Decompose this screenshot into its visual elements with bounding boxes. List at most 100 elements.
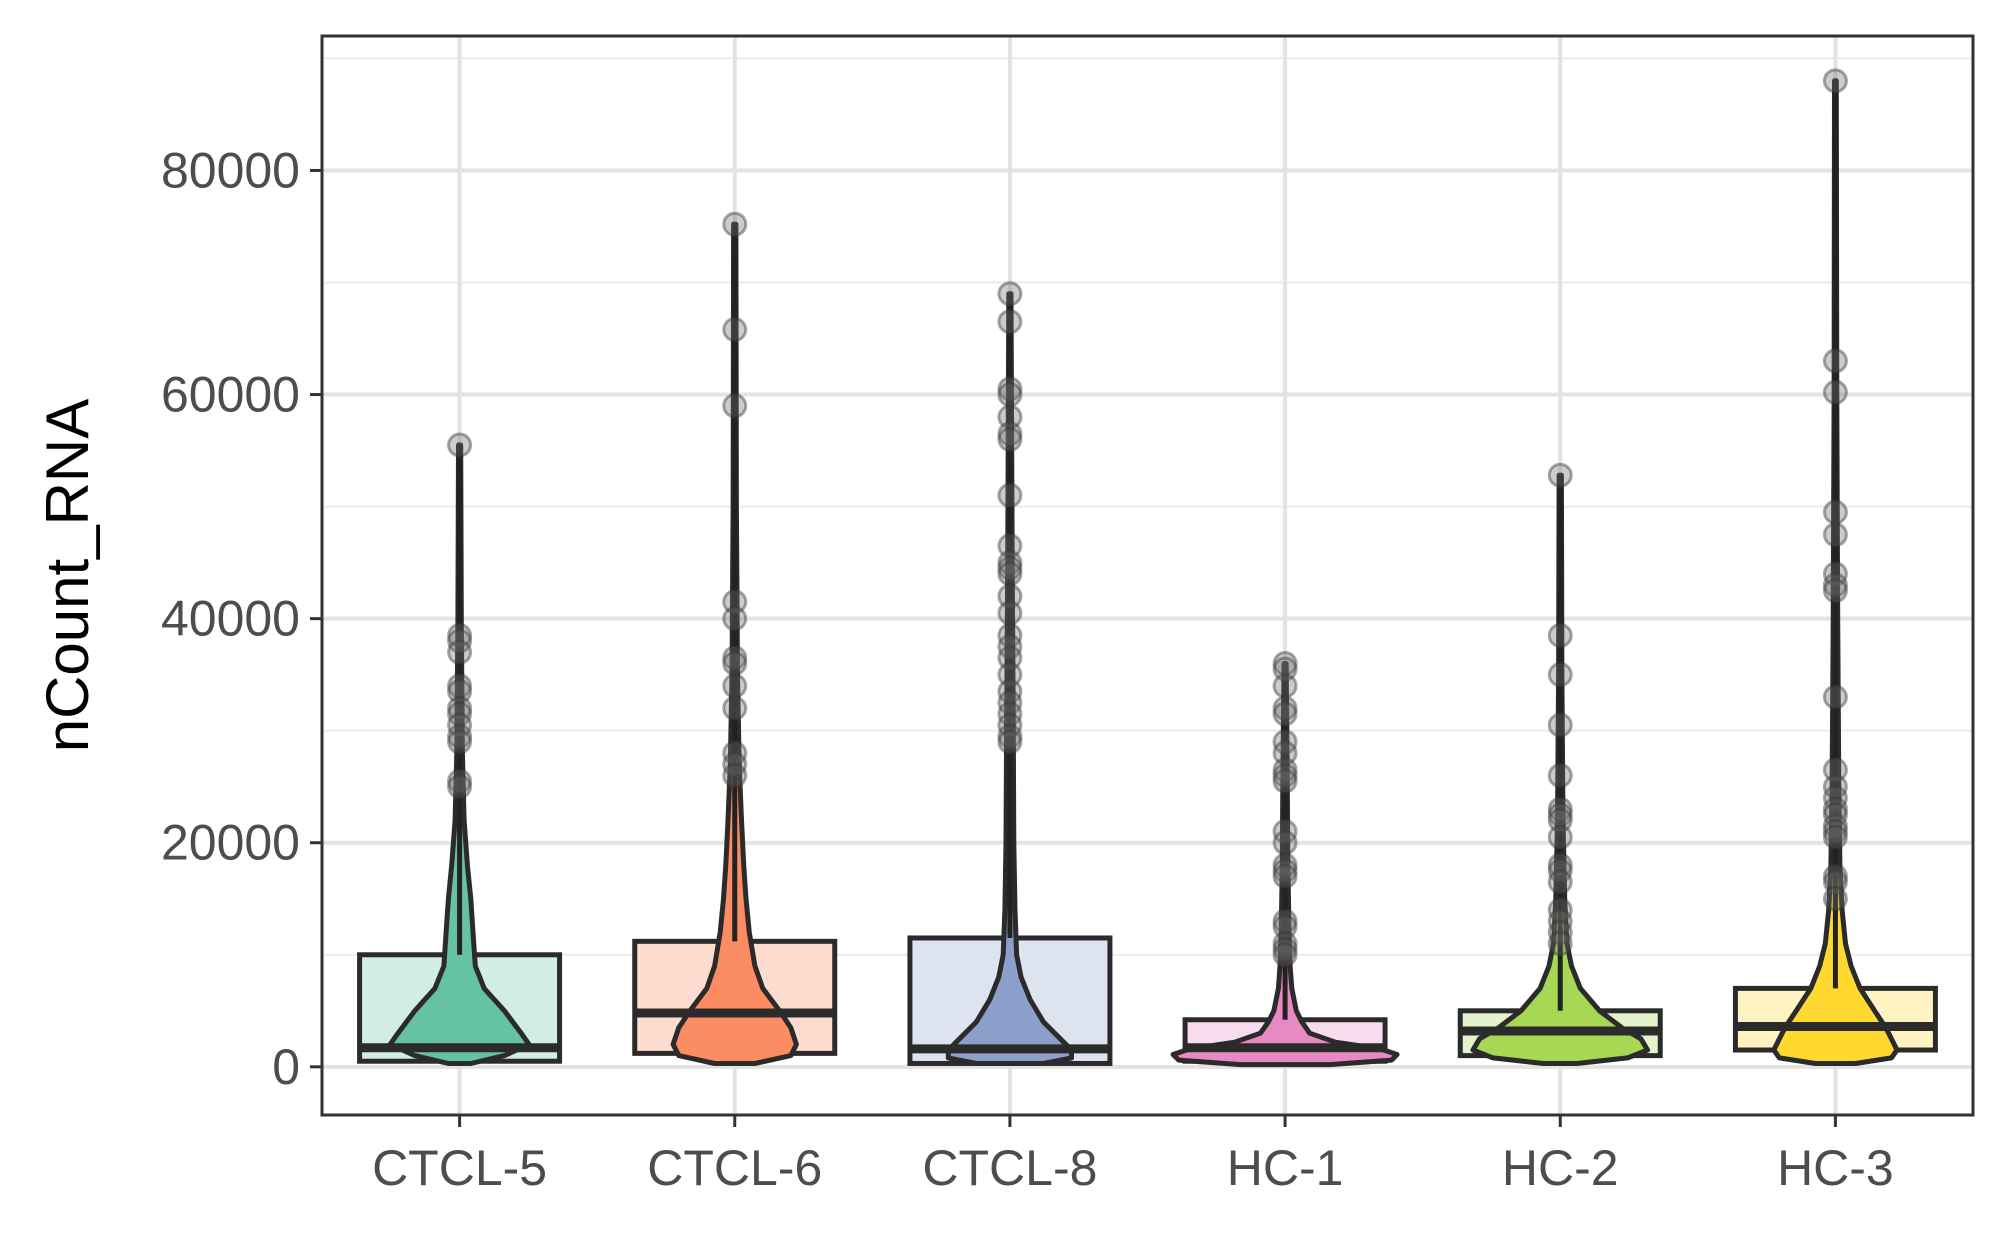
outlier-point: [447, 774, 473, 800]
outlier-point: [1822, 819, 1848, 845]
outlier-point: [1822, 757, 1848, 783]
outlier-point: [1547, 712, 1573, 738]
outlier-point: [997, 634, 1023, 660]
violin-group-ctcl-8: [907, 281, 1113, 1066]
outlier-point: [1272, 936, 1298, 962]
outlier-point: [722, 589, 748, 615]
outlier-point: [1272, 852, 1298, 878]
outlier-point: [1272, 908, 1298, 934]
outlier-point: [1272, 914, 1298, 940]
outlier-point: [447, 729, 473, 755]
outlier-point: [447, 678, 473, 704]
outlier-point: [1272, 701, 1298, 727]
outlier-point: [1822, 348, 1848, 374]
outlier-point: [1547, 858, 1573, 884]
outlier-point: [447, 712, 473, 738]
axes: 0 20000 40000 60000 80000 CTCL-5 CTCL-6 CTCL-8 H…: [161, 34, 1975, 1196]
outlier-point: [1272, 650, 1298, 676]
outlier-point: [997, 555, 1023, 581]
outlier-point: [997, 662, 1023, 688]
outlier-point: [1822, 802, 1848, 828]
outlier-point: [722, 740, 748, 766]
y-tick-label: 20000: [161, 815, 300, 871]
outlier-point: [997, 421, 1023, 447]
grid: [322, 36, 1973, 1115]
outlier-point: [997, 583, 1023, 609]
outlier-point: [997, 723, 1023, 749]
outlier-point: [1822, 578, 1848, 604]
outlier-point: [722, 763, 748, 789]
outlier-point: [722, 393, 748, 419]
outlier-point: [1822, 785, 1848, 811]
outlier-point: [997, 309, 1023, 335]
outlier-point: [997, 712, 1023, 738]
outlier-point: [1272, 819, 1298, 845]
outlier-point: [1822, 796, 1848, 822]
outlier-point: [997, 622, 1023, 648]
outlier-point: [447, 432, 473, 458]
x-tick-label: HC-1: [1227, 1140, 1344, 1196]
outlier-point: [997, 533, 1023, 559]
outlier-point: [722, 211, 748, 237]
x-tick-label: HC-2: [1502, 1140, 1619, 1196]
outlier-point: [1547, 824, 1573, 850]
outlier-point: [997, 482, 1023, 508]
outlier-point: [1547, 622, 1573, 648]
y-tick-label: 0: [272, 1039, 300, 1095]
outlier-point: [1547, 869, 1573, 895]
outlier-point: [722, 645, 748, 671]
outlier-point: [447, 723, 473, 749]
outlier-point: [447, 701, 473, 727]
outlier-point: [447, 695, 473, 721]
outlier-point: [1272, 729, 1298, 755]
outlier-point: [997, 550, 1023, 576]
outlier-point: [1547, 763, 1573, 789]
outlier-point: [722, 606, 748, 632]
outlier-point: [997, 729, 1023, 755]
outlier-point: [1822, 813, 1848, 839]
outlier-point: [1272, 763, 1298, 789]
outlier-point: [1272, 695, 1298, 721]
outlier-point: [997, 561, 1023, 587]
violin-group-hc-1: [1170, 650, 1400, 1068]
outlier-point: [1272, 830, 1298, 856]
outlier-point: [1272, 863, 1298, 889]
outlier-point: [997, 678, 1023, 704]
outlier-point: [997, 281, 1023, 307]
outlier-point: [447, 639, 473, 665]
outlier-point: [1547, 802, 1573, 828]
y-axis-title: nCount_RNA: [34, 399, 101, 753]
x-tick-label: HC-3: [1777, 1140, 1894, 1196]
x-tick-label: CTCL-6: [647, 1140, 822, 1196]
outlier-point: [1272, 656, 1298, 682]
outlier-point: [1272, 768, 1298, 794]
outlier-point: [1272, 858, 1298, 884]
outlier-point: [1547, 462, 1573, 488]
outlier-point: [1822, 774, 1848, 800]
outlier-point: [997, 426, 1023, 452]
outlier-point: [447, 628, 473, 654]
outlier-point: [997, 645, 1023, 671]
outlier-point: [1822, 68, 1848, 94]
outlier-point: [1822, 684, 1848, 710]
outlier-point: [1547, 796, 1573, 822]
outlier-point: [1547, 908, 1573, 934]
outlier-point: [1822, 886, 1848, 912]
outlier-point: [1272, 931, 1298, 957]
outlier-point: [1822, 561, 1848, 587]
outlier-point: [447, 673, 473, 699]
outlier-point: [722, 650, 748, 676]
outlier-point: [1822, 863, 1848, 889]
x-tick-label: CTCL-5: [372, 1140, 547, 1196]
outlier-point: [997, 701, 1023, 727]
outlier-point: [722, 695, 748, 721]
outlier-point: [997, 404, 1023, 430]
y-tick-label: 80000: [161, 142, 300, 198]
x-tick-label: CTCL-8: [922, 1140, 1097, 1196]
violin-group-hc-2: [1457, 462, 1663, 1066]
outlier-point: [1547, 931, 1573, 957]
outlier-point: [1547, 662, 1573, 688]
panel-border: [320, 34, 1975, 1117]
outlier-point: [997, 382, 1023, 408]
